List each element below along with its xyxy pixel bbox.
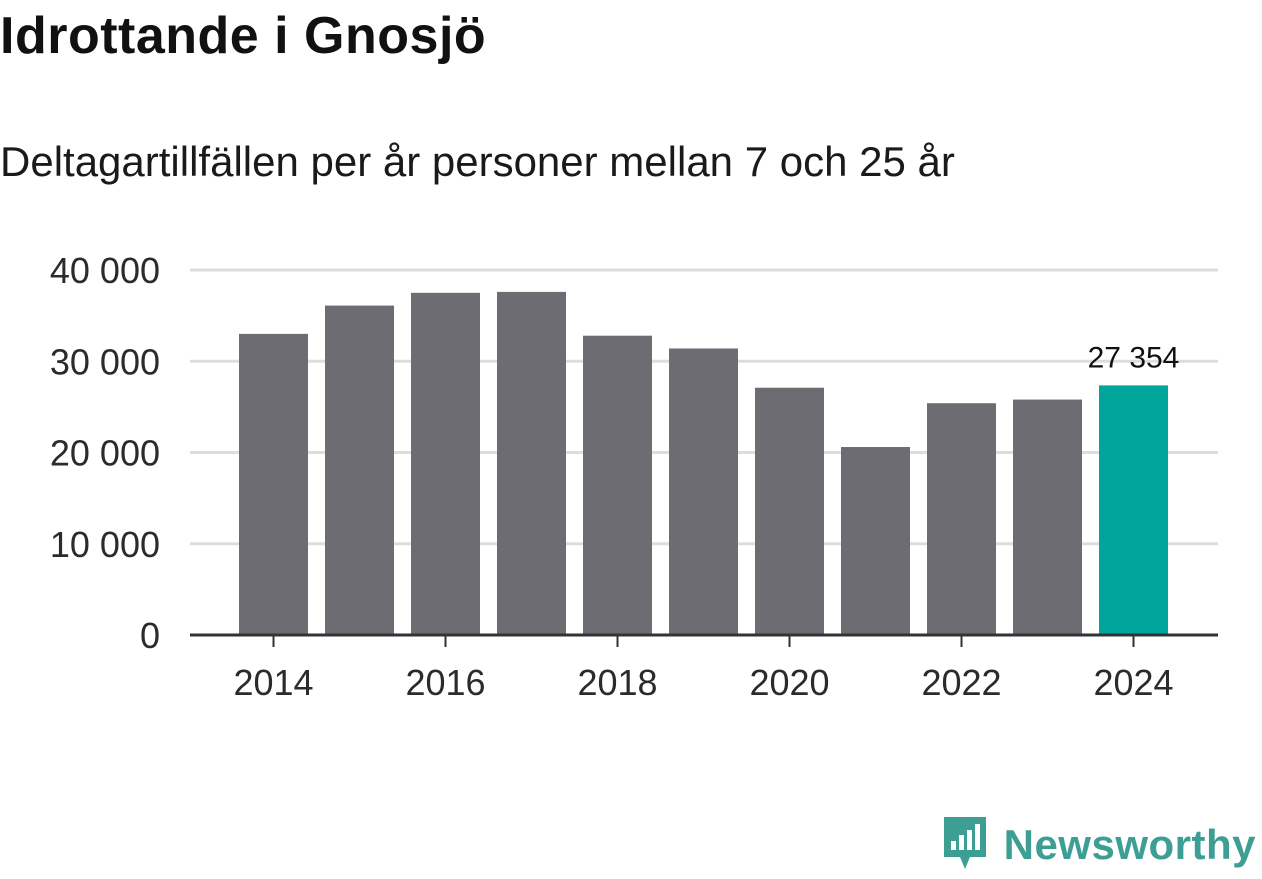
x-tick-label: 2014 — [233, 662, 313, 703]
axes — [190, 633, 1218, 647]
data-label-highlight: 27 354 — [1088, 341, 1180, 374]
y-tick-label: 40 000 — [50, 250, 160, 291]
bar-2022 — [927, 403, 996, 635]
bar-2020 — [755, 387, 824, 635]
labels: 0 10 000 20 000 30 000 40 000 2014 2016 2018 202… — [50, 250, 1179, 703]
y-tick-label: 30 000 — [50, 341, 160, 382]
chart-subtitle: Deltagartillfällen per år personer mella… — [0, 138, 955, 185]
bar-2018 — [583, 335, 652, 635]
y-tick-label: 0 — [140, 615, 160, 656]
bar-2024 — [1099, 385, 1168, 635]
x-tick-label: 2018 — [577, 662, 657, 703]
x-tick-label: 2024 — [1093, 662, 1173, 703]
y-tick-label: 20 000 — [50, 433, 160, 474]
chart-title: Idrottande i Gnosjö — [0, 7, 487, 65]
y-tick-label: 10 000 — [50, 524, 160, 565]
bar-2019 — [669, 348, 738, 635]
bar-2023 — [1013, 399, 1082, 635]
x-tick-label: 2020 — [749, 662, 829, 703]
x-tick-label: 2016 — [405, 662, 485, 703]
bar-2016 — [411, 292, 480, 635]
bars — [239, 291, 1168, 635]
bar-2017 — [497, 291, 566, 635]
brand-name: Newsworthy — [1003, 821, 1256, 868]
bar-2021 — [841, 447, 910, 635]
newsworthy-logo-icon — [940, 813, 990, 878]
x-tick-label: 2022 — [921, 662, 1001, 703]
bar-2014 — [239, 333, 308, 635]
brand-logo: Newsworthy — [940, 815, 1256, 875]
bar-2015 — [325, 305, 394, 635]
